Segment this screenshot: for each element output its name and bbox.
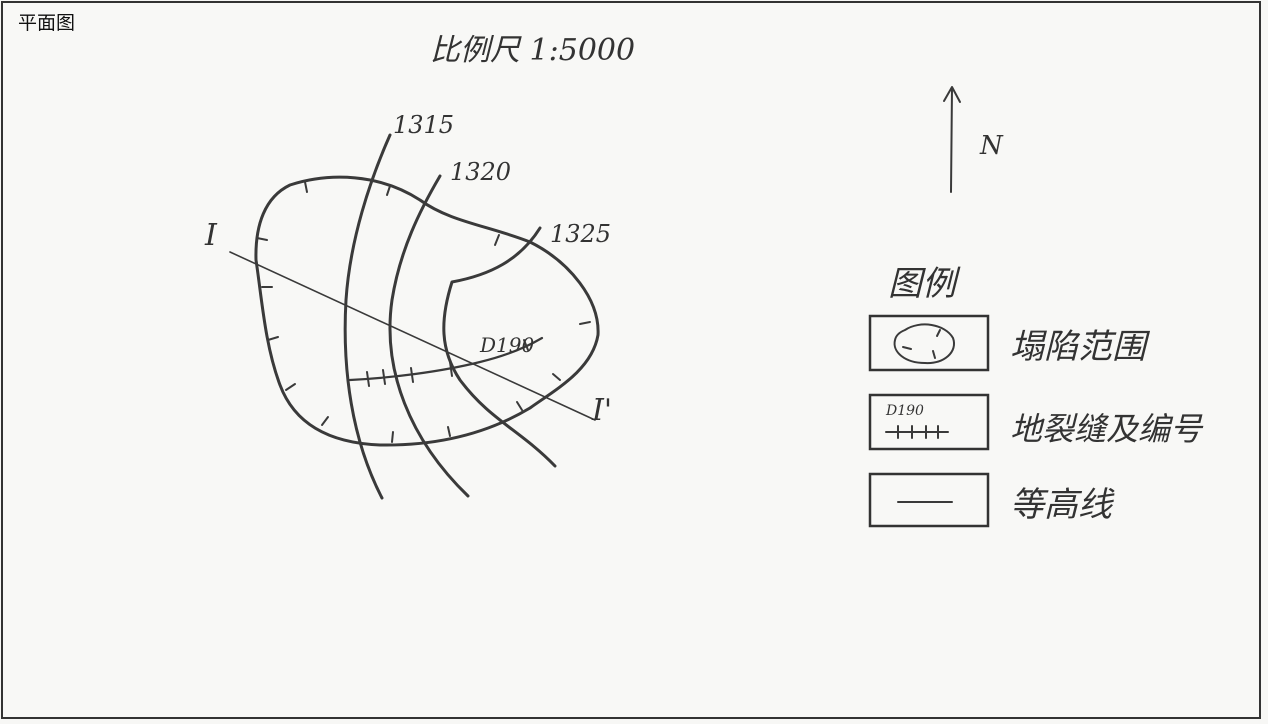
contour-label-1320: 1320 (450, 158, 511, 186)
north-label: N (979, 131, 1004, 161)
legend-label-crack: 地裂缝及编号 (1010, 410, 1204, 448)
crack-line-icon (885, 425, 949, 439)
crack-label: D190 (479, 333, 534, 357)
legend-box-crack (868, 393, 990, 451)
contour-label-1325: 1325 (550, 220, 611, 248)
north-arrow-icon (943, 86, 961, 193)
legend-label-collapse: 塌陷范围 (1010, 327, 1151, 367)
section-label-end: I' (591, 393, 612, 428)
legend-crack-sample-id: D190 (885, 403, 924, 419)
section-line (229, 251, 596, 421)
contour-1325 (442, 226, 557, 468)
legend-box-collapse (868, 314, 990, 372)
collapse-boundary (254, 175, 600, 447)
scale-label: 比例尺 1:5000 (430, 33, 635, 68)
legend-box-contour (868, 472, 990, 528)
section-label-start: I (204, 218, 218, 253)
legend-label-contour: 等高线 (1010, 485, 1115, 525)
page-title: 平面图 (18, 12, 76, 34)
collapse-boundary-ticks (256, 181, 591, 443)
collapse-area-icon (893, 323, 956, 365)
crack-ticks (366, 339, 529, 387)
legend-title: 图例 (888, 264, 961, 304)
contour-label-1315: 1315 (393, 111, 454, 139)
contour-1320 (388, 174, 470, 498)
contour-1315 (343, 133, 392, 500)
